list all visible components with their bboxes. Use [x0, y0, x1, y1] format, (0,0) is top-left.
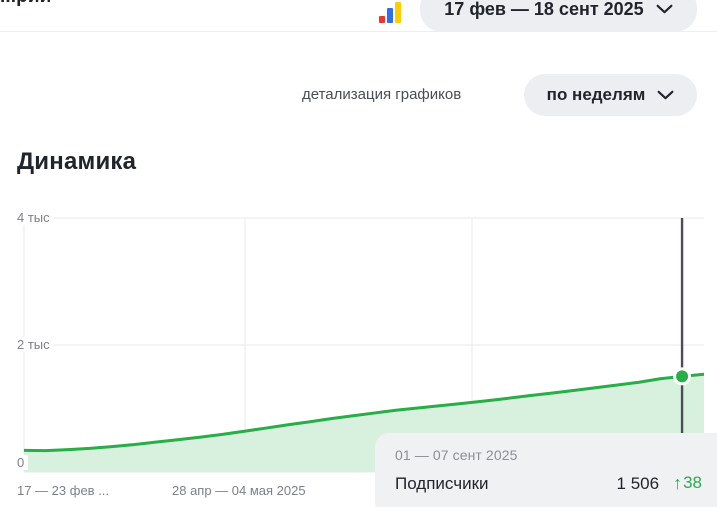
x-axis-label-1: 28 апр — 04 мая 2025 — [172, 483, 306, 498]
chart-tooltip: 01 — 07 сент 2025 Подписчики 1 506 ↑ 38 — [375, 433, 717, 507]
tooltip-metric-value: 1 506 — [616, 474, 660, 493]
y-axis-label-4000: 4 тыс — [17, 210, 54, 225]
panel-header: ...рии 17 фев — 18 сент 2025 — [0, 0, 717, 32]
series-line — [24, 372, 704, 453]
arrow-up-icon: ↑ — [673, 473, 683, 493]
tooltip-date-range: 01 — 07 сент 2025 — [395, 447, 518, 463]
tooltip-delta-value: 38 — [683, 473, 702, 492]
granularity-caption: детализация графиков — [302, 86, 462, 103]
x-axis-label-0: 17 — 23 фев ... — [17, 483, 110, 498]
page-title-clipped: ...рии — [0, 0, 51, 8]
date-range-label: 17 фев — 18 сент 2025 — [444, 0, 644, 19]
granularity-select-button[interactable]: по неделям — [524, 74, 697, 116]
header-divider — [0, 31, 717, 32]
dynamics-chart[interactable]: 4 тыс 2 тыс 0 17 — 23 фев ... 28 апр — 0… — [0, 205, 717, 507]
bar-chart-icon — [379, 1, 403, 23]
y-axis-label-0: 0 — [17, 455, 29, 470]
page-title: Динамика — [17, 148, 137, 175]
date-range-picker-button[interactable]: 17 фев — 18 сент 2025 — [420, 0, 697, 32]
chevron-down-icon — [657, 90, 674, 100]
y-axis-label-2000: 2 тыс — [17, 337, 54, 352]
tooltip-delta: ↑ 38 — [673, 473, 702, 493]
tooltip-metric-row: Подписчики 1 506 ↑ 38 — [395, 473, 715, 494]
tooltip-metric-name: Подписчики — [395, 474, 489, 493]
chevron-down-icon — [656, 4, 673, 14]
highlight-marker — [676, 370, 689, 383]
granularity-value: по неделям — [546, 85, 646, 104]
